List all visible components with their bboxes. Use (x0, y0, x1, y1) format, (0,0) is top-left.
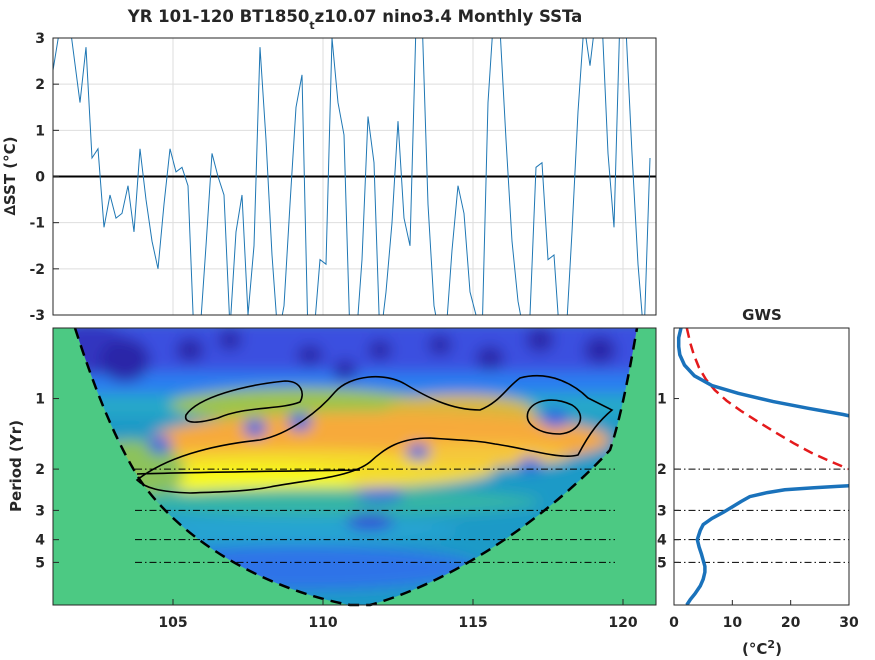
gws-x-ticks: 0 10 20 30 (669, 600, 859, 631)
sst-series-line (53, 38, 651, 315)
wavelet-frame (52, 327, 657, 606)
sst-y-tick-label: -3 (29, 308, 45, 324)
wavelet-y-tick-label: 1 (35, 392, 45, 408)
wavelet-x-tick-label: 120 (608, 615, 637, 631)
significance-contours (135, 375, 614, 494)
contour-right (526, 399, 582, 435)
sst-y-label: ∆SST (°C) (1, 136, 19, 215)
wavelet-y-tick-label: 3 (35, 503, 45, 519)
contour-inner (136, 469, 361, 475)
wavelet-image (53, 328, 656, 605)
gws-plot-area (674, 328, 849, 605)
wavelet-x-tick-label: 115 (458, 615, 487, 631)
chart-title-subscript: t (309, 19, 314, 32)
wavelet-y-label: Period (Yr) (7, 420, 25, 512)
sst-y-tick-label: 1 (35, 123, 45, 139)
gws-frame (673, 327, 850, 606)
chart-title: YR 101-120 BT1850tz10.07 nino3.4 Monthly… (127, 7, 582, 32)
wavelet-x-tick-label: 105 (158, 615, 187, 631)
wavelet-x-ticks: 105 110 115 120 (158, 599, 638, 631)
gws-y-tick-label: 1 (657, 392, 667, 408)
sst-y-tick-label: 0 (35, 170, 45, 186)
gws-y-tick-label: 4 (657, 533, 667, 549)
wavelet-y-tick-label: 2 (35, 462, 45, 478)
sst-y-tick-label: -1 (29, 216, 45, 232)
gws-y-tick-label: 2 (657, 462, 667, 478)
wavelet-y-tick-label: 4 (35, 533, 45, 549)
sst-y-tick-label: 3 (35, 31, 45, 47)
gws-significance-line (685, 328, 849, 471)
wavelet-y-ticks: 1 2 3 4 5 (35, 392, 59, 571)
gws-power-line (676, 328, 849, 605)
sst-y-tick-label: -2 (29, 262, 45, 278)
gws-x-tick-label: 0 (669, 615, 679, 631)
coi-shading (53, 328, 656, 605)
gws-y-ticks: 1 2 3 4 5 (657, 392, 679, 571)
contour-band (135, 375, 614, 494)
gws-panel: 1 2 3 4 5 0 10 20 30 GWS (°C2) (657, 306, 859, 658)
gws-x-label: (°C2) (742, 638, 782, 656)
gws-x-tick-label: 30 (839, 615, 859, 631)
wavelet-y-tick-label: 5 (35, 555, 45, 571)
gws-title: GWS (742, 306, 782, 324)
sst-y-tick-label: 2 (35, 77, 45, 93)
wavelet-x-tick-label: 110 (308, 615, 337, 631)
gws-x-tick-label: 10 (723, 615, 743, 631)
gws-y-tick-label: 5 (657, 555, 667, 571)
gws-x-tick-label: 20 (781, 615, 801, 631)
contour-upper-left (184, 380, 303, 423)
wavelet-panel: 1 2 3 4 5 105 110 115 120 Period (Yr) (7, 327, 657, 631)
sst-panel: -3 -2 -1 0 1 2 3 ∆SST (°C) (1, 31, 657, 324)
sst-y-ticks: -3 -2 -1 0 1 2 3 (29, 31, 59, 324)
gws-reference-lines (674, 468, 849, 563)
gws-y-tick-label: 3 (657, 503, 667, 519)
